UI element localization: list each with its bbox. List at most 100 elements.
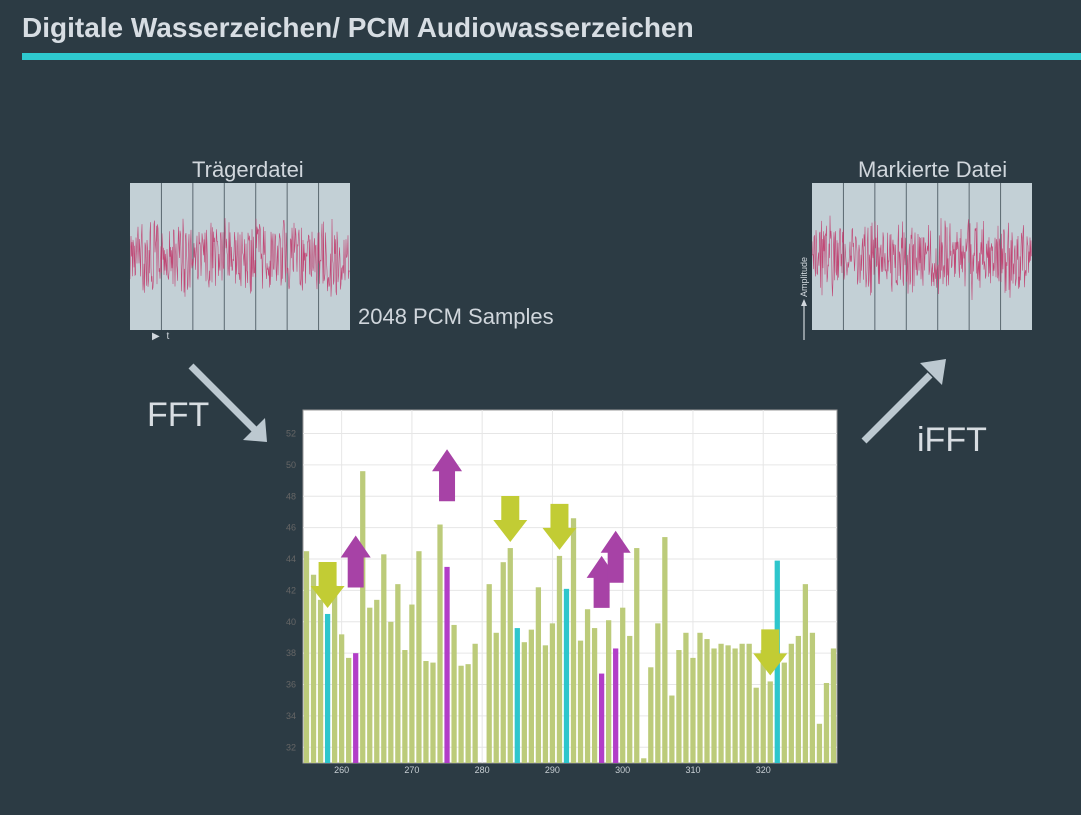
- y-tick-label: 50: [286, 460, 296, 470]
- spectrum-bar: [746, 643, 752, 763]
- spectrum-bar: [598, 673, 605, 763]
- spectrum-bar: [444, 566, 450, 763]
- spectrum-bar: [458, 665, 464, 763]
- spectrum-bar: [690, 657, 696, 763]
- spectrum-bar: [303, 551, 310, 763]
- spectrum-chart: 260 270 280 290 300 310 320 32 34 36 38 40 42 44 46 48 5…: [286, 409, 838, 775]
- carrier-waveform: [130, 183, 350, 330]
- spectrum-bar: [535, 587, 542, 763]
- spectrum-bar: [606, 620, 612, 763]
- y-tick-label: 44: [286, 554, 296, 564]
- spectrum-bar: [802, 584, 809, 763]
- x-tick-label: 270: [404, 765, 419, 775]
- spectrum-bar: [613, 648, 619, 763]
- spectrum-bar: [739, 643, 745, 763]
- spectrum-bar: [507, 548, 513, 763]
- spectrum-bar: [381, 554, 387, 763]
- spectrum-bar: [395, 584, 401, 763]
- spectrum-bar: [549, 623, 556, 763]
- spectrum-bar: [486, 584, 492, 763]
- spectrum-bar: [732, 648, 738, 763]
- slide-title: Digitale Wasserzeichen/ PCM Audiowasserz…: [22, 12, 694, 43]
- spectrum-bar: [620, 607, 626, 763]
- y-tick-label: 42: [286, 585, 296, 595]
- spectrum-bar: [514, 628, 520, 763]
- y-tick-label: 34: [286, 711, 296, 721]
- spectrum-bar: [500, 562, 506, 763]
- spectrum-bar: [577, 640, 584, 763]
- spectrum-bar: [360, 471, 366, 763]
- spectrum-bar: [711, 648, 717, 763]
- spectrum-bar: [324, 613, 331, 763]
- x-tick-label: 280: [475, 765, 490, 775]
- spectrum-bar: [584, 609, 591, 763]
- spectrum-bar: [697, 632, 703, 763]
- spectrum-bar: [346, 657, 352, 763]
- arrow-down-icon: [310, 561, 345, 608]
- waveform-signal: [812, 215, 1032, 301]
- spectrum-bar: [627, 635, 633, 763]
- ifft-arrow-icon: [861, 359, 946, 444]
- spectrum-bar: [669, 695, 675, 763]
- title-underline: [22, 53, 1081, 60]
- spectrum-bar: [662, 537, 668, 763]
- spectrum-bar: [528, 629, 534, 763]
- time-axis: ▶ t: [152, 331, 169, 342]
- amplitude-axis: Amplitude: [799, 257, 809, 340]
- marked-waveform-panel: [812, 183, 1032, 330]
- amplitude-arrow-icon: [801, 299, 807, 306]
- fft-arrow-icon: [188, 363, 267, 442]
- spectrum-bar: [374, 599, 380, 763]
- spectrum-bar: [816, 723, 823, 763]
- spectrum-bar: [634, 548, 640, 763]
- tick-labels: 260 270 280 290 300 310 320 32 34 36 38 40 42 44 46 48 5…: [286, 429, 771, 775]
- y-tick-label: 48: [286, 491, 296, 501]
- time-arrow-icon: ▶: [152, 331, 160, 342]
- y-tick-label: 38: [286, 648, 296, 658]
- arrow-up-icon: [340, 535, 371, 588]
- spectrum-bar: [317, 599, 324, 763]
- y-tick-label: 52: [286, 429, 296, 439]
- arrow-down-icon: [542, 503, 577, 550]
- arrow-up-icon: [432, 449, 463, 502]
- spectrum-bar: [521, 642, 527, 763]
- spectrum-bar: [451, 624, 457, 763]
- ifft-label: iFFT: [917, 421, 987, 459]
- spectrum-bar: [367, 607, 373, 763]
- arrow-up-icon: [600, 530, 631, 583]
- spectrum-bar: [388, 621, 394, 763]
- y-tick-label: 36: [286, 680, 296, 690]
- carrier-waveform-panel: [130, 183, 350, 330]
- y-tick-label: 40: [286, 617, 296, 627]
- samples-label: 2048 PCM Samples: [358, 304, 554, 329]
- x-tick-label: 320: [756, 765, 771, 775]
- spectrum-bar: [402, 650, 408, 763]
- fft-label: FFT: [147, 396, 210, 434]
- spectrum-bar: [591, 628, 598, 763]
- spectrum-bar: [641, 758, 647, 763]
- spectrum-bar: [767, 681, 773, 763]
- spectrum-bar: [830, 648, 837, 763]
- spectrum-bar: [809, 632, 816, 763]
- spectrum-bar: [683, 632, 689, 763]
- bin-arrows: [310, 449, 788, 676]
- carrier-label: Trägerdatei: [192, 157, 304, 182]
- spectrum-bar: [795, 635, 801, 763]
- arrow-down-icon: [493, 496, 528, 543]
- spectrum-bar: [423, 661, 429, 763]
- x-tick-label: 310: [685, 765, 700, 775]
- spectrum-bar: [430, 662, 436, 763]
- spectrum-bar: [788, 643, 794, 763]
- spectrum-bar: [339, 634, 345, 763]
- y-tick-label: 46: [286, 523, 296, 533]
- spectrum-bar: [781, 662, 787, 763]
- spectrum-bar: [823, 682, 830, 763]
- spectrum-bar: [570, 518, 577, 763]
- time-axis-label: t: [166, 331, 170, 342]
- spectrum-bar: [563, 588, 570, 763]
- spectrum-bar: [416, 551, 422, 763]
- spectrum-bar: [353, 653, 359, 763]
- spectrum-bar: [556, 555, 563, 763]
- spectrum-bar: [753, 687, 759, 763]
- spectrum-bar: [676, 650, 682, 763]
